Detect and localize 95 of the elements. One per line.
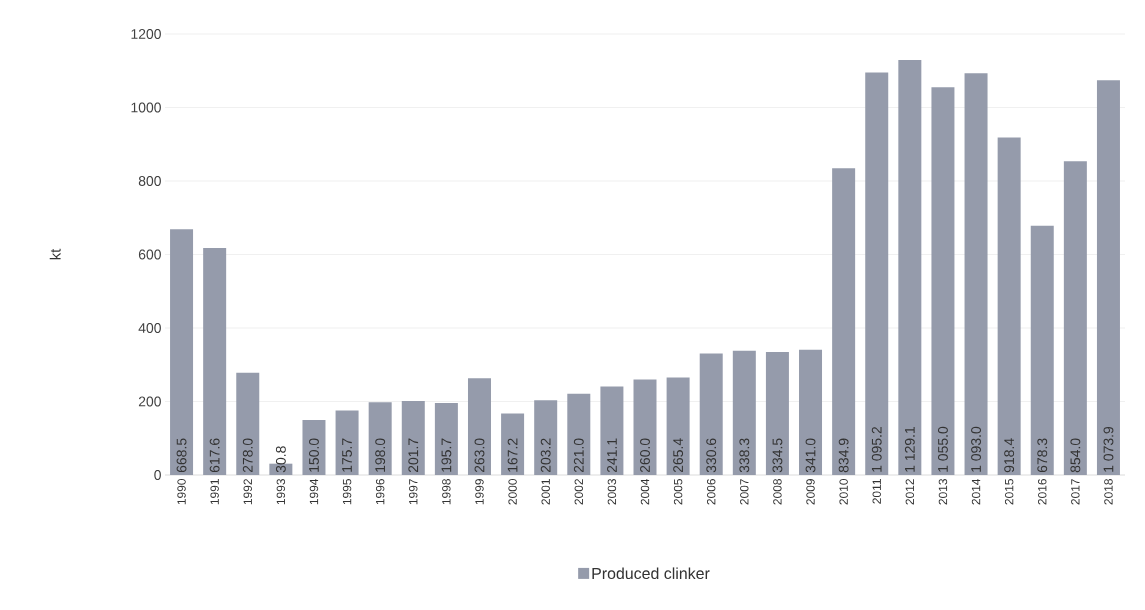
x-tick-label: 1992 <box>243 479 252 505</box>
data-label: 263.0 <box>474 438 485 473</box>
x-tick-label: 1995 <box>342 479 352 505</box>
x-tick-label: 2006 <box>706 479 716 505</box>
x-tick-label: 2000 <box>508 478 517 505</box>
x-tick-label: 2009 <box>806 479 815 505</box>
bar <box>1096 80 1120 475</box>
y-tick-label: 600 <box>138 249 161 260</box>
bar <box>335 410 359 475</box>
bar <box>501 413 525 475</box>
y-tick-label: 200 <box>138 396 161 407</box>
x-tick-label: 2007 <box>740 479 749 505</box>
x-tick-label: 2014 <box>971 478 981 505</box>
data-label: 241.1 <box>607 438 617 473</box>
data-label: 338.3 <box>739 438 750 473</box>
data-label: 668.5 <box>176 438 187 473</box>
bar <box>434 403 458 475</box>
data-label: 30.8 <box>275 446 286 473</box>
x-tick-label: 1997 <box>409 479 418 505</box>
bar <box>467 378 491 475</box>
x-tick-label: 1990 <box>177 478 186 505</box>
y-tick-label: 1200 <box>131 29 161 39</box>
bar <box>765 352 789 475</box>
bar <box>1030 225 1054 475</box>
bar <box>1063 161 1087 475</box>
bar <box>997 137 1021 475</box>
data-label: 265.4 <box>673 438 684 473</box>
data-label: 334.5 <box>772 438 783 473</box>
y-tick-label: 400 <box>138 323 161 333</box>
data-label: 834.9 <box>838 438 849 473</box>
x-tick-label: 2017 <box>1071 479 1080 505</box>
x-tick-label: 2001 <box>541 479 550 505</box>
x-tick-label: 1998 <box>442 479 451 505</box>
data-label: 221.0 <box>573 438 584 473</box>
x-tick-label: 1993 <box>276 479 286 505</box>
data-label: 678.3 <box>1037 438 1048 473</box>
x-tick-label: 2010 <box>839 478 848 505</box>
y-tick-label: 800 <box>138 176 161 186</box>
data-label: 1 073.9 <box>1103 426 1114 472</box>
bar <box>799 349 823 475</box>
x-tick-label: 1991 <box>210 479 219 505</box>
x-tick-label: 2016 <box>1038 479 1047 505</box>
data-label: 1 129.1 <box>904 426 915 472</box>
data-label: 918.4 <box>1004 438 1015 473</box>
x-tick-label: 1994 <box>309 478 319 505</box>
x-tick-label: 1999 <box>475 479 484 505</box>
data-label: 1 093.0 <box>971 426 981 472</box>
bar <box>170 229 194 475</box>
bar <box>666 377 690 475</box>
data-label: 854.0 <box>1070 438 1081 473</box>
y-tick-label: 0 <box>154 470 161 480</box>
bar <box>699 353 723 475</box>
data-label: 195.7 <box>441 438 452 472</box>
y-tick-label: 1000 <box>131 102 161 113</box>
bar <box>865 72 889 475</box>
bar <box>898 60 922 475</box>
x-tick-label: 2015 <box>1004 479 1014 505</box>
x-tick-label: 2003 <box>607 479 617 505</box>
bar <box>964 73 988 475</box>
data-label: 260.0 <box>640 438 650 473</box>
bar <box>732 350 756 475</box>
bar <box>567 393 591 475</box>
data-label: 278.0 <box>242 438 253 473</box>
bar <box>401 400 425 475</box>
y-axis-title: kt <box>49 248 61 260</box>
bar <box>368 402 392 475</box>
bar <box>203 248 227 475</box>
data-label: 201.7 <box>408 438 419 473</box>
x-tick-label: 2002 <box>574 479 584 505</box>
x-tick-label: 2008 <box>773 479 782 505</box>
x-tick-label: 2011 <box>872 479 881 504</box>
x-tick-label: 2012 <box>905 479 915 505</box>
data-label: 203.2 <box>540 438 551 473</box>
data-label: 167.2 <box>507 438 518 472</box>
x-tick-label: 2013 <box>938 479 948 505</box>
bar <box>302 419 326 475</box>
bar <box>633 379 657 475</box>
data-label: 175.7 <box>342 438 352 472</box>
x-tick-label: 1996 <box>375 479 385 505</box>
bar <box>832 168 856 475</box>
data-label: 1 095.2 <box>871 426 882 472</box>
x-tick-label: 2018 <box>1104 479 1113 505</box>
bar <box>600 386 624 475</box>
data-label: 198.0 <box>375 438 386 472</box>
x-tick-label: 2005 <box>673 479 683 505</box>
legend-label: Produced clinker <box>592 567 710 580</box>
x-tick-label: 2004 <box>640 478 650 505</box>
data-label: 1 055.0 <box>937 426 948 472</box>
data-label: 150.0 <box>309 438 319 472</box>
data-label: 341.0 <box>805 438 816 473</box>
bar <box>931 87 955 475</box>
bar <box>534 400 558 475</box>
data-label: 617.6 <box>209 438 220 473</box>
bar <box>236 372 260 475</box>
data-label: 330.6 <box>706 438 717 473</box>
